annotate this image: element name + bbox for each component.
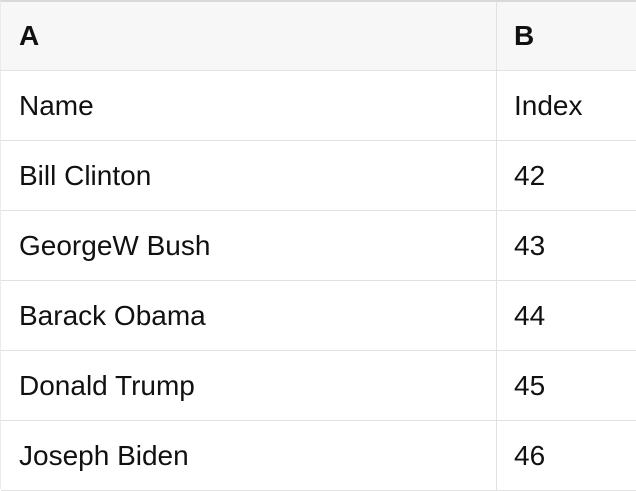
cell-a: Joseph Biden <box>1 421 497 490</box>
cell-a: GeorgeW Bush <box>1 211 497 280</box>
table-body: Name Index Bill Clinton 42 GeorgeW Bush 43 Bar… <box>1 71 636 491</box>
table-row: Donald Trump 45 <box>1 351 636 421</box>
table-row: Bill Clinton 42 <box>1 141 636 211</box>
cell-b: 45 <box>514 369 546 401</box>
table-row: Barack Obama 44 <box>1 281 636 351</box>
column-header-a: A <box>1 2 497 70</box>
cell-b: 42 <box>514 159 546 191</box>
table-row: Joseph Biden 46 <box>1 421 636 491</box>
cell-a: Barack Obama <box>1 281 497 350</box>
cell-a: Donald Trump <box>1 351 497 420</box>
cell-b: 46 <box>514 439 546 471</box>
cell-b: 43 <box>514 229 546 261</box>
column-header-b: B <box>514 20 535 51</box>
table-row: Name Index <box>1 71 636 141</box>
cell-a: Bill Clinton <box>1 141 497 210</box>
cell-a: Name <box>1 71 497 140</box>
cell-b: Index <box>514 89 583 121</box>
table-row: GeorgeW Bush 43 <box>1 211 636 281</box>
cell-b: 44 <box>514 299 546 331</box>
table-header-row: A B <box>1 2 636 71</box>
